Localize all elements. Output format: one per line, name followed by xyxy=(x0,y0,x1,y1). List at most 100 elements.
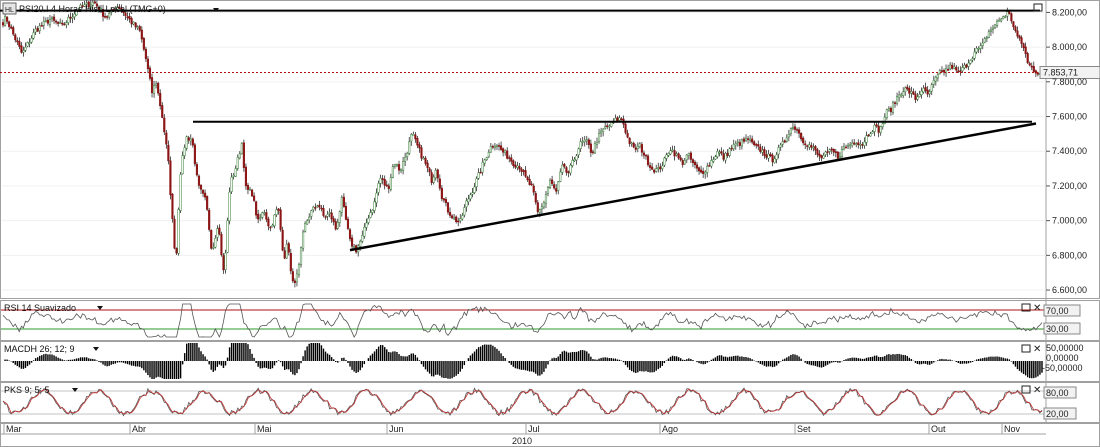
candle-body xyxy=(491,146,494,148)
candle-body xyxy=(261,212,264,218)
candle-body xyxy=(679,157,682,161)
candle-body xyxy=(967,62,970,67)
candle-body xyxy=(1018,35,1021,39)
candle-body xyxy=(955,67,958,71)
candle-body xyxy=(675,153,678,156)
candle-body xyxy=(481,162,484,173)
maximize-icon[interactable] xyxy=(1021,303,1031,312)
candle-body xyxy=(446,202,450,213)
macd-panel: MACDH 26; 12; 9 ✕ 50,00000 0,00000 -50,0… xyxy=(4,343,1084,379)
rsi-line xyxy=(2,303,1043,338)
dropdown-arrow-icon[interactable] xyxy=(93,347,99,351)
candle-body xyxy=(996,20,999,26)
candle-body xyxy=(579,141,582,149)
candle-body xyxy=(716,151,719,157)
candle-body xyxy=(804,143,807,146)
candle-body xyxy=(489,146,492,153)
candle-body xyxy=(651,166,654,170)
candle-body xyxy=(548,180,552,188)
candle-body xyxy=(89,4,92,9)
candle-body xyxy=(910,91,913,94)
candle-body xyxy=(755,144,758,146)
candle-body xyxy=(299,247,303,265)
close-icon[interactable]: ✕ xyxy=(1033,385,1041,396)
candle-body xyxy=(820,155,823,159)
candle-body xyxy=(779,144,782,148)
candle-body xyxy=(826,151,829,153)
candle-body xyxy=(234,168,237,177)
rsi-panel-title[interactable]: RSI 14 Suavizado xyxy=(4,303,76,313)
price-panel-title[interactable]: PSI20.I 4 Horas Hist. Local (TMG+0) xyxy=(19,4,166,14)
candle-body xyxy=(667,153,670,156)
candle-body xyxy=(150,77,154,94)
candle-body xyxy=(416,138,419,146)
candle-body xyxy=(197,175,201,186)
candle-body xyxy=(589,143,592,153)
candle-body xyxy=(532,185,535,193)
candle-body xyxy=(432,176,435,183)
candle-body xyxy=(1000,18,1003,22)
dropdown-arrow-icon[interactable] xyxy=(97,306,103,310)
candle-body xyxy=(426,162,429,169)
stoch-panel-title[interactable]: PKS 9; 5; 5 xyxy=(4,385,50,395)
candle-body xyxy=(718,151,721,154)
candle-body xyxy=(322,208,325,216)
candle-body xyxy=(669,150,672,155)
candle-body xyxy=(46,19,49,24)
chart-type-icon[interactable] xyxy=(2,2,17,15)
candle-body xyxy=(502,148,505,153)
macd-panel-title[interactable]: MACDH 26; 12; 9 xyxy=(4,344,75,354)
candle-body xyxy=(947,69,950,71)
candle-body xyxy=(418,144,421,149)
close-icon[interactable]: ✕ xyxy=(1033,303,1041,314)
candle-body xyxy=(685,154,688,161)
candle-body xyxy=(44,20,47,22)
candle-body xyxy=(140,29,143,40)
candle-body xyxy=(922,87,925,93)
close-icon[interactable]: ✕ xyxy=(1033,344,1041,355)
candle-body xyxy=(363,226,366,237)
candle-body xyxy=(477,172,480,179)
candle-body xyxy=(1036,72,1039,75)
rsi-lower-label: 30,00 xyxy=(1046,324,1069,334)
candle-body xyxy=(787,133,790,138)
candle-body xyxy=(244,166,247,187)
candle-body xyxy=(48,19,52,25)
maximize-icon[interactable] xyxy=(1033,3,1043,12)
candle-body xyxy=(520,168,523,172)
candle-body xyxy=(10,26,13,29)
candle-body xyxy=(55,20,58,23)
candle-body xyxy=(671,149,674,152)
last-price-label: 7.853,71 xyxy=(1043,68,1078,78)
candle-body xyxy=(702,171,705,174)
candle-body xyxy=(714,156,717,160)
candle-body xyxy=(65,22,68,26)
candle-body xyxy=(783,140,786,143)
candle-body xyxy=(175,248,178,254)
candle-body xyxy=(561,164,564,173)
candle-body xyxy=(653,169,656,173)
candle-body xyxy=(557,181,560,191)
candle-body xyxy=(448,212,452,216)
candle-body xyxy=(508,157,511,159)
candle-body xyxy=(242,142,245,168)
maximize-icon[interactable] xyxy=(1021,385,1031,394)
maximize-icon[interactable] xyxy=(1021,344,1031,353)
candle-body xyxy=(642,152,646,156)
candle-body xyxy=(544,194,548,204)
candle-body xyxy=(442,198,445,201)
candle-body xyxy=(677,153,680,159)
dropdown-arrow-icon[interactable] xyxy=(72,388,78,392)
candle-body xyxy=(851,142,854,146)
candle-body xyxy=(673,150,676,157)
stoch-lower-label: 20,00 xyxy=(1046,409,1069,419)
candle-body xyxy=(455,216,458,223)
candle-body xyxy=(663,157,666,166)
dropdown-arrow-icon[interactable] xyxy=(213,8,219,12)
candle-body xyxy=(8,21,11,27)
candle-body xyxy=(257,213,260,220)
candle-body xyxy=(981,42,984,46)
candle-body xyxy=(571,160,574,166)
candle-body xyxy=(734,143,737,146)
candle-body xyxy=(879,126,882,133)
